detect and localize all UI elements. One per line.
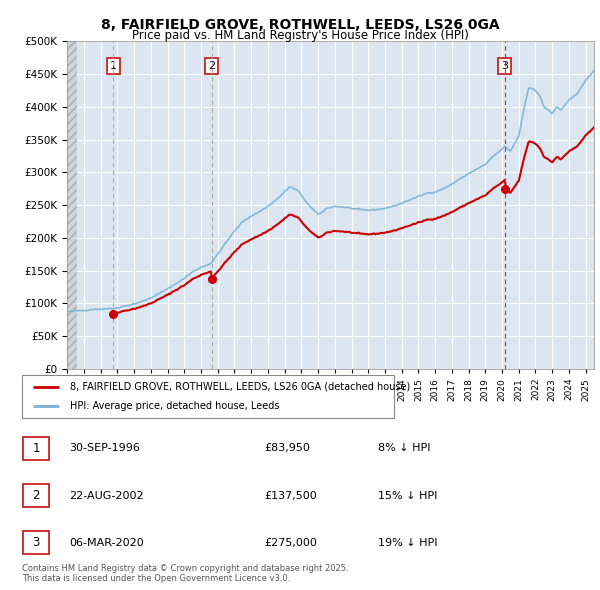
Text: 22-AUG-2002: 22-AUG-2002 <box>69 491 143 500</box>
Text: 2: 2 <box>208 61 215 71</box>
Text: Contains HM Land Registry data © Crown copyright and database right 2025.
This d: Contains HM Land Registry data © Crown c… <box>22 563 348 583</box>
FancyBboxPatch shape <box>23 484 49 507</box>
Text: 15% ↓ HPI: 15% ↓ HPI <box>378 491 437 500</box>
FancyBboxPatch shape <box>22 375 394 418</box>
Text: Price paid vs. HM Land Registry's House Price Index (HPI): Price paid vs. HM Land Registry's House … <box>131 30 469 42</box>
Text: 8, FAIRFIELD GROVE, ROTHWELL, LEEDS, LS26 0GA: 8, FAIRFIELD GROVE, ROTHWELL, LEEDS, LS2… <box>101 18 499 32</box>
Text: 3: 3 <box>32 536 40 549</box>
Text: £137,500: £137,500 <box>264 491 317 500</box>
Text: HPI: Average price, detached house, Leeds: HPI: Average price, detached house, Leed… <box>70 401 280 411</box>
Text: 19% ↓ HPI: 19% ↓ HPI <box>378 538 437 548</box>
Text: £275,000: £275,000 <box>264 538 317 548</box>
Bar <box>67 41 77 369</box>
Text: 8, FAIRFIELD GROVE, ROTHWELL, LEEDS, LS26 0GA (detached house): 8, FAIRFIELD GROVE, ROTHWELL, LEEDS, LS2… <box>70 382 410 392</box>
Text: 30-SEP-1996: 30-SEP-1996 <box>69 444 140 453</box>
Text: 3: 3 <box>502 61 508 71</box>
Text: 2: 2 <box>32 489 40 502</box>
Text: 1: 1 <box>32 442 40 455</box>
Text: 8% ↓ HPI: 8% ↓ HPI <box>378 444 431 453</box>
Text: 1: 1 <box>110 61 116 71</box>
Text: 06-MAR-2020: 06-MAR-2020 <box>69 538 144 548</box>
FancyBboxPatch shape <box>23 531 49 555</box>
FancyBboxPatch shape <box>23 437 49 460</box>
Text: £83,950: £83,950 <box>264 444 310 453</box>
